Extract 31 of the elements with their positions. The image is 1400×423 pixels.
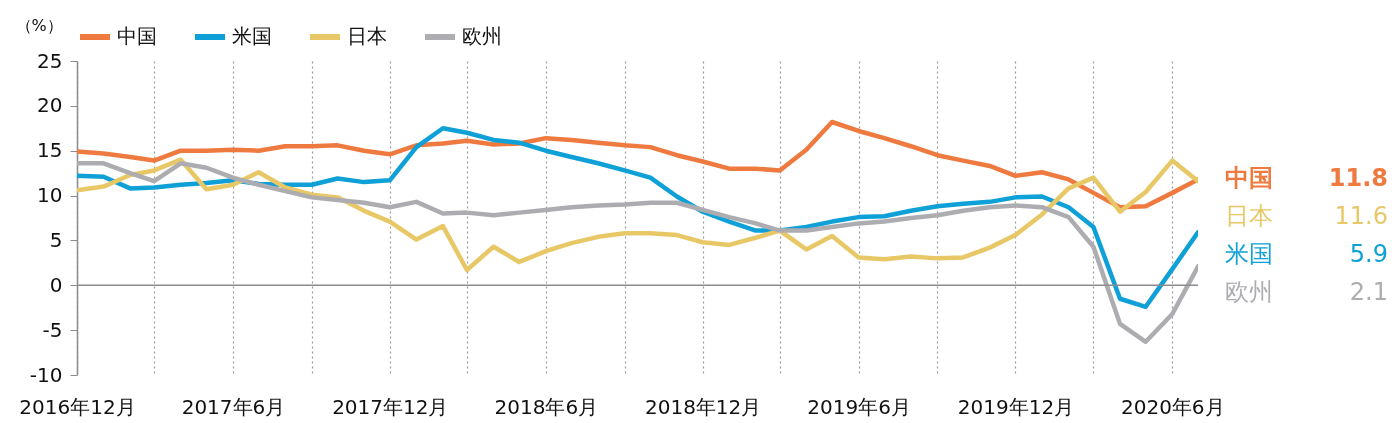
- y-tick-label: 25: [37, 48, 63, 73]
- x-tick-label: 2016年12月: [19, 394, 136, 419]
- text: 米国: [1225, 240, 1273, 269]
- y-tick-label: 15: [37, 138, 63, 163]
- legend-label: 中国: [117, 24, 157, 48]
- y-tick-label: 20: [37, 93, 63, 118]
- y-axis-title: （%）: [15, 15, 63, 35]
- text: 5.9: [1349, 240, 1388, 269]
- line-series: [77, 119, 1198, 210]
- legend-label: 欧州: [462, 24, 502, 48]
- x-tick-label: 2019年12月: [957, 394, 1075, 419]
- text: 中国: [1225, 164, 1273, 193]
- legend-label: 米国: [232, 24, 272, 48]
- x-tick-label: 2019年6月: [807, 394, 911, 419]
- x-tick-label: 2020年6月: [1120, 394, 1225, 419]
- x-tick-label: 2017年12月: [332, 394, 449, 419]
- y-tick-label: 0: [49, 272, 63, 297]
- x-tick-label: 2018年6月: [494, 394, 599, 419]
- y-tick-label: 5: [49, 227, 63, 252]
- text: 欧州: [1225, 278, 1273, 307]
- y-tick-label: -10: [29, 362, 63, 387]
- x-tick-label: 2018年12月: [644, 394, 762, 419]
- line-series: [77, 157, 1198, 273]
- text: 日本: [1225, 202, 1273, 231]
- legend-label: 日本: [347, 24, 387, 48]
- x-tick-label: 2017年6月: [181, 394, 286, 419]
- y-tick-label: 10: [37, 183, 63, 208]
- text: 11.8: [1328, 164, 1388, 193]
- text: 11.6: [1334, 202, 1388, 231]
- y-tick-label: -5: [42, 317, 63, 342]
- text: 2.1: [1349, 278, 1388, 307]
